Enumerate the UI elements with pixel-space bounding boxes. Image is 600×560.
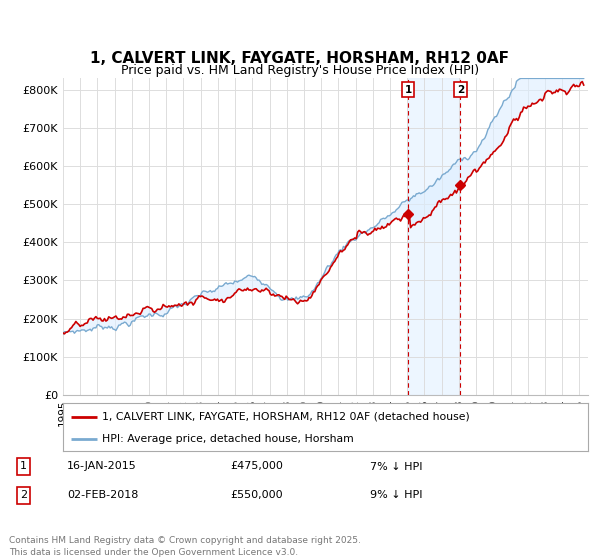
Text: Price paid vs. HM Land Registry's House Price Index (HPI): Price paid vs. HM Land Registry's House … xyxy=(121,64,479,77)
Text: £475,000: £475,000 xyxy=(230,461,283,472)
Text: 9% ↓ HPI: 9% ↓ HPI xyxy=(370,491,422,501)
Text: 02-FEB-2018: 02-FEB-2018 xyxy=(67,491,139,501)
Bar xyxy=(408,78,460,395)
Text: 7% ↓ HPI: 7% ↓ HPI xyxy=(370,461,422,472)
Text: 1, CALVERT LINK, FAYGATE, HORSHAM, RH12 0AF (detached house): 1, CALVERT LINK, FAYGATE, HORSHAM, RH12 … xyxy=(103,412,470,422)
Text: Contains HM Land Registry data © Crown copyright and database right 2025.
This d: Contains HM Land Registry data © Crown c… xyxy=(9,536,361,557)
Text: 1, CALVERT LINK, FAYGATE, HORSHAM, RH12 0AF: 1, CALVERT LINK, FAYGATE, HORSHAM, RH12 … xyxy=(91,51,509,66)
Text: 1: 1 xyxy=(404,85,412,95)
Text: 2: 2 xyxy=(457,85,464,95)
Text: 1: 1 xyxy=(20,461,27,472)
Text: £550,000: £550,000 xyxy=(230,491,283,501)
Text: 2: 2 xyxy=(20,491,27,501)
Text: 16-JAN-2015: 16-JAN-2015 xyxy=(67,461,137,472)
Text: HPI: Average price, detached house, Horsham: HPI: Average price, detached house, Hors… xyxy=(103,434,354,444)
